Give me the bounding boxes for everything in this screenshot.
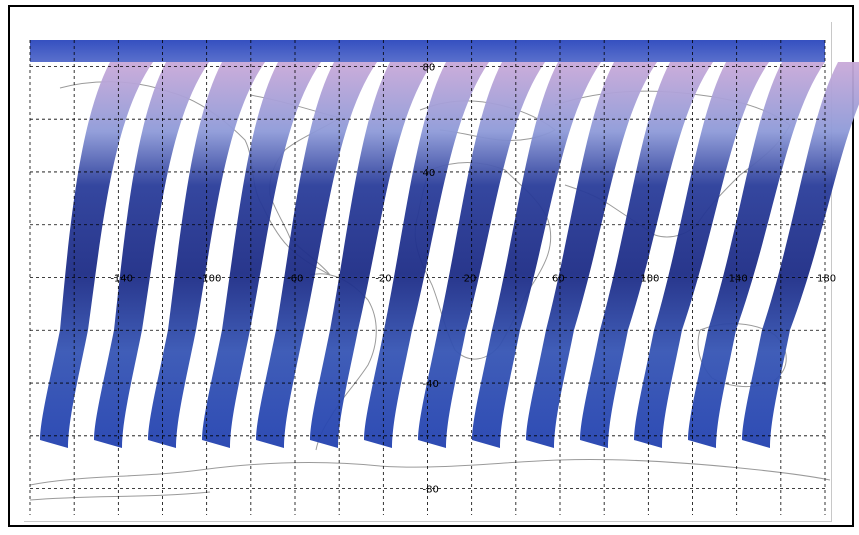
swath-11 (580, 62, 713, 448)
plot-border (24, 22, 832, 522)
swath-10 (526, 62, 657, 448)
swath-6 (310, 62, 433, 448)
polar-band (30, 40, 825, 62)
lon-label: -20 (375, 274, 391, 285)
lat-label: -80 (423, 485, 439, 496)
lon-label: 20 (464, 274, 477, 285)
swath-3 (148, 62, 265, 448)
lon-label: 140 (729, 274, 748, 285)
lat-label: 80 (423, 62, 436, 73)
satellite-swaths (40, 62, 859, 448)
lon-label: -140 (110, 274, 133, 285)
swath-7 (364, 62, 489, 448)
swath-9 (472, 62, 601, 448)
lat-label: 40 (423, 168, 436, 179)
coastline-antarctica (29, 458, 831, 486)
graticule-labels: -140 -100 -60 -20 20 60 100 140 180 80 40 -40 -80 (110, 62, 836, 495)
lon-label: 60 (552, 274, 565, 285)
lon-label: -100 (199, 274, 222, 285)
swath-12 (634, 62, 769, 448)
swath-5 (256, 62, 377, 448)
lon-label: 100 (640, 274, 659, 285)
graticule (29, 40, 826, 515)
swath-14 (742, 62, 859, 448)
swath-1 (40, 62, 153, 448)
swath-13 (688, 62, 825, 448)
swath-2 (94, 62, 209, 448)
lon-label: 180 (817, 274, 836, 285)
lon-label: -60 (287, 274, 303, 285)
lat-label: -40 (423, 379, 439, 390)
swath-4 (202, 62, 321, 448)
swath-8 (418, 62, 545, 448)
